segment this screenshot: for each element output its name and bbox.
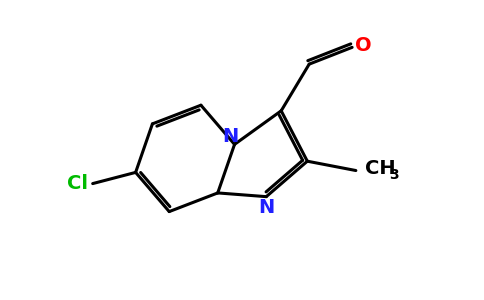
Text: CH: CH: [365, 159, 396, 178]
Text: N: N: [222, 127, 238, 146]
Text: O: O: [355, 36, 372, 55]
Text: Cl: Cl: [66, 174, 88, 193]
Text: N: N: [258, 198, 274, 217]
Text: 3: 3: [389, 168, 398, 182]
